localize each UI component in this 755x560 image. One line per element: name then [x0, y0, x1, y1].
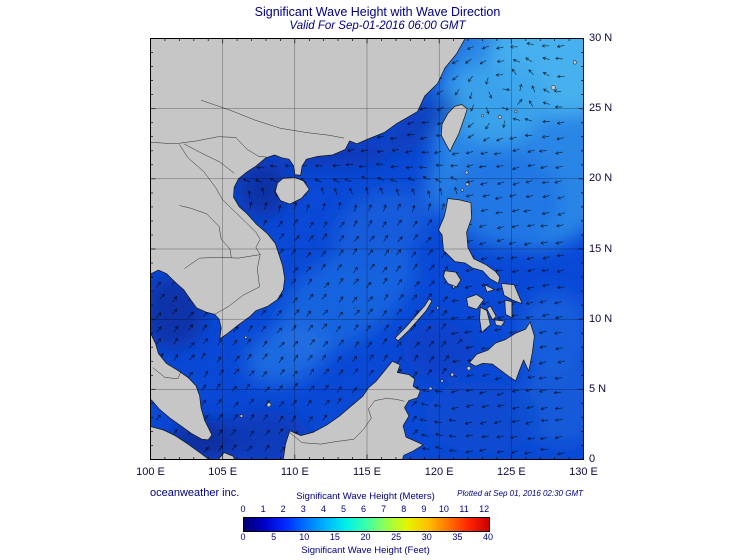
meters-tick: 0 [233, 504, 253, 514]
legend-meters-title: Significant Wave Height (Meters) [215, 491, 516, 502]
lat-label: 0 [589, 453, 631, 465]
meters-tick: 1 [253, 504, 273, 514]
lat-label: 30 N [589, 32, 631, 44]
meters-tick: 12 [474, 504, 494, 514]
lat-label: 5 N [589, 383, 631, 395]
feet-tick: 20 [356, 532, 376, 542]
meters-tick: 6 [354, 504, 374, 514]
lat-label: 20 N [589, 172, 631, 184]
lon-label: 115 E [339, 466, 395, 478]
lat-label: 10 N [589, 313, 631, 325]
feet-tick: 10 [294, 532, 314, 542]
meters-tick: 8 [394, 504, 414, 514]
meters-tick: 10 [434, 504, 454, 514]
wave-forecast-figure: Significant Wave Height with Wave Direct… [0, 0, 755, 560]
meters-tick: 5 [333, 504, 353, 514]
map-canvas [150, 38, 584, 460]
feet-tick: 30 [417, 532, 437, 542]
figure-subtitle: Valid For Sep-01-2016 06:00 GMT [0, 20, 755, 32]
feet-tick: 5 [264, 532, 284, 542]
meters-tick: 3 [293, 504, 313, 514]
legend-feet-title: Significant Wave Height (Feet) [215, 545, 516, 556]
colorbar [243, 517, 490, 532]
feet-tick: 35 [447, 532, 467, 542]
lat-label: 25 N [589, 102, 631, 114]
meters-tick: 4 [313, 504, 333, 514]
meters-tick: 9 [414, 504, 434, 514]
lon-label: 120 E [411, 466, 467, 478]
feet-tick: 40 [478, 532, 498, 542]
lon-label: 100 E [123, 466, 179, 478]
meters-tick: 7 [374, 504, 394, 514]
lon-label: 110 E [267, 466, 323, 478]
feet-tick: 25 [386, 532, 406, 542]
meters-tick: 11 [454, 504, 474, 514]
feet-tick: 0 [233, 532, 253, 542]
lon-label: 125 E [483, 466, 539, 478]
lat-label: 15 N [589, 243, 631, 255]
figure-title: Significant Wave Height with Wave Direct… [0, 5, 755, 19]
feet-tick: 15 [325, 532, 345, 542]
lon-label: 130 E [556, 466, 612, 478]
meters-tick: 2 [273, 504, 293, 514]
lon-label: 105 E [195, 466, 251, 478]
